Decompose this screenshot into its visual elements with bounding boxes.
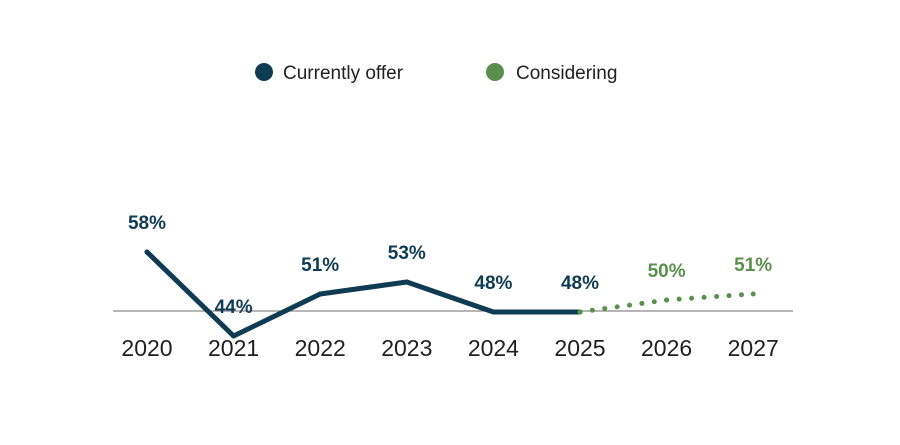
data-point-considering-2025 [577, 309, 583, 315]
data-point-currently-offer-2023 [404, 279, 410, 285]
x-tick-label-2024: 2024 [468, 335, 519, 361]
x-tick-label-2027: 2027 [728, 335, 779, 361]
series-line-currently-offer [144, 249, 583, 339]
data-label-currently-offer-2024: 48% [474, 273, 512, 294]
data-point-currently-offer-2024 [490, 309, 496, 315]
x-tick-label-2023: 2023 [381, 335, 432, 361]
legend: Currently offer Considering [255, 63, 617, 84]
legend-label-considering: Considering [516, 63, 617, 84]
legend-label-currently-offer: Currently offer [283, 63, 404, 84]
data-labels: 58% 44% 51% 53% 48% 48% 50% 51% [128, 213, 772, 318]
x-tick-label-2020: 2020 [121, 335, 172, 361]
legend-swatch-considering [486, 63, 504, 81]
series-line-considering [577, 291, 756, 315]
x-tick-label-2022: 2022 [295, 335, 346, 361]
data-label-currently-offer-2022: 51% [301, 255, 339, 276]
data-label-currently-offer-2025: 48% [561, 273, 599, 294]
data-point-currently-offer-2021 [231, 333, 237, 339]
x-tick-label-2026: 2026 [641, 335, 692, 361]
data-label-considering-2026: 50% [648, 261, 686, 282]
data-point-currently-offer-2022 [317, 291, 323, 297]
legend-swatch-currently-offer [255, 63, 273, 81]
x-tick-label-2025: 2025 [554, 335, 605, 361]
data-point-considering-2026 [664, 297, 670, 303]
data-point-currently-offer-2020 [144, 249, 150, 255]
data-label-currently-offer-2020: 58% [128, 213, 166, 234]
series-lines [144, 249, 756, 339]
data-point-considering-2027 [750, 291, 756, 297]
x-tick-label-2021: 2021 [208, 335, 259, 361]
x-axis-ticks: 2020 2021 2022 2023 2024 2025 2026 2027 [121, 335, 778, 361]
data-label-considering-2027: 51% [734, 255, 772, 276]
data-label-currently-offer-2023: 53% [388, 243, 426, 264]
data-label-currently-offer-2021: 44% [215, 297, 253, 318]
